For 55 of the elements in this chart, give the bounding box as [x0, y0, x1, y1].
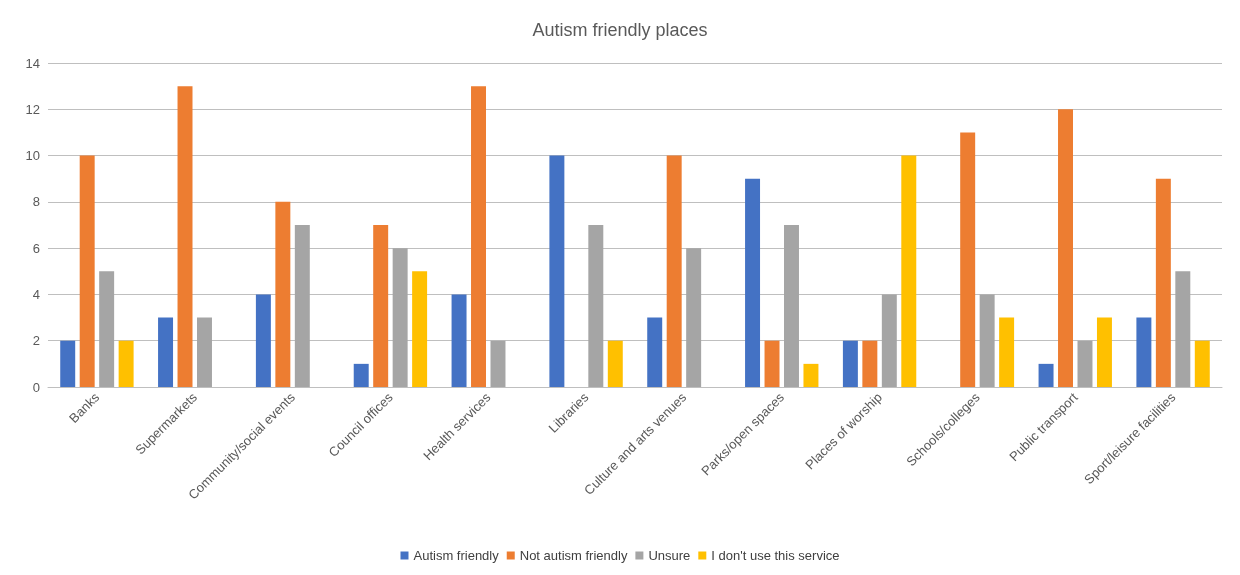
bar: [1175, 271, 1191, 387]
bar: [1096, 317, 1112, 387]
y-tick-label: 6: [32, 240, 40, 256]
bar: [784, 225, 799, 387]
bar: [353, 363, 369, 387]
bar: [275, 201, 291, 387]
bar: [607, 340, 623, 387]
bar: [373, 225, 389, 387]
legend-label: Unsure: [648, 548, 691, 563]
bar: [118, 340, 134, 387]
bar: [99, 271, 115, 387]
bar: [647, 317, 663, 387]
bar: [490, 340, 506, 387]
bar: [177, 86, 193, 387]
bar: [197, 317, 212, 387]
bar: [842, 340, 858, 387]
bar: [412, 271, 428, 387]
bar: [979, 294, 995, 387]
bar: [901, 155, 917, 387]
y-tick-label: 4: [32, 286, 40, 302]
legend-label: Not autism friendly: [519, 548, 628, 563]
bar: [1194, 340, 1210, 387]
bar: [881, 294, 897, 387]
bar: [392, 248, 408, 387]
bar: [862, 340, 878, 387]
bar: [79, 155, 95, 387]
bar: [999, 317, 1015, 387]
bar: [549, 155, 565, 387]
chart-title: Autism friendly places: [532, 20, 708, 40]
bar: [158, 317, 174, 387]
bar: [471, 86, 486, 387]
y-tick-label: 10: [25, 148, 40, 164]
bar: [588, 225, 604, 387]
bar: [803, 363, 819, 387]
bar: [60, 340, 76, 387]
bar: [1038, 363, 1054, 387]
bar: [1136, 317, 1152, 387]
bar: [666, 155, 682, 387]
y-tick-label: 8: [32, 194, 40, 210]
y-tick-label: 12: [25, 101, 40, 117]
bar: [745, 178, 761, 387]
bar: [1058, 109, 1073, 387]
bar: [1077, 340, 1093, 387]
bar: [255, 294, 271, 387]
y-tick-label: 2: [32, 333, 40, 349]
bar: [451, 294, 467, 387]
y-tick-label: 14: [25, 55, 40, 71]
bar: [294, 225, 310, 387]
bar: [764, 340, 780, 387]
legend-label: Autism friendly: [413, 548, 500, 563]
bar: [1155, 178, 1171, 387]
bar: [960, 132, 976, 387]
bar: [686, 248, 702, 387]
y-tick-label: 0: [32, 379, 40, 395]
legend-label: I don't use this service: [711, 548, 840, 563]
